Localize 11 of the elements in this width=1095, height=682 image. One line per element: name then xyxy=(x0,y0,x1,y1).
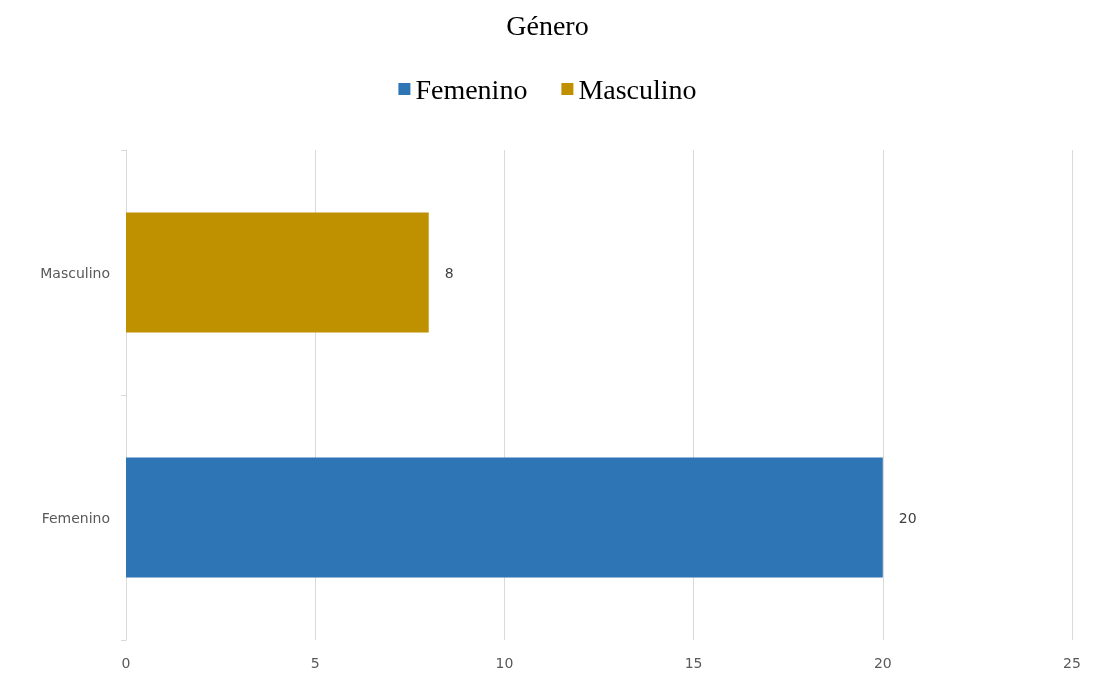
x-tick-label: 20 xyxy=(873,655,892,671)
data-label: 8 xyxy=(444,264,454,281)
x-tick-label: 15 xyxy=(684,655,703,671)
x-tick-label: 0 xyxy=(121,655,131,671)
x-tick-label: 10 xyxy=(495,655,514,671)
x-tick-label: 5 xyxy=(310,655,320,671)
legend-label: Femenino xyxy=(415,73,528,105)
legend-label: Masculino xyxy=(578,73,697,105)
data-label: 20 xyxy=(898,509,917,526)
chart-title: Género xyxy=(506,9,589,41)
x-tick-label: 25 xyxy=(1063,655,1081,671)
